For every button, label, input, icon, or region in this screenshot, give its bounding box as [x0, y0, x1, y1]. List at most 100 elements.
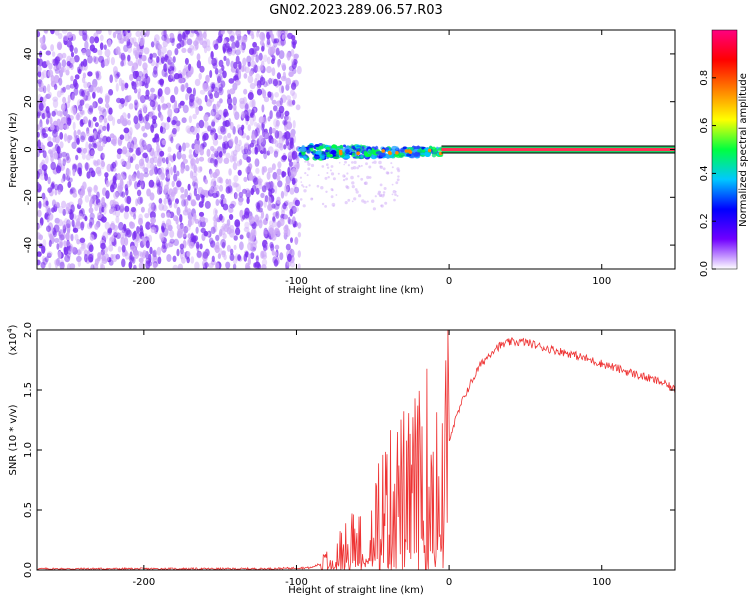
noise-blob	[264, 232, 270, 240]
noise-blob	[249, 82, 256, 90]
noise-blob	[196, 250, 202, 258]
transition-blob	[367, 150, 374, 154]
noise-blob	[174, 48, 179, 56]
transition-speck	[324, 176, 328, 180]
noise-blob	[196, 122, 200, 129]
transition-speck	[305, 185, 308, 189]
noise-blob	[203, 114, 209, 122]
noise-blob	[188, 30, 195, 38]
noise-blob	[181, 153, 187, 160]
noise-blob	[271, 58, 275, 65]
transition-speck	[346, 172, 349, 175]
colorbar-axis: 0.0 0.2 0.4 0.6 0.8	[699, 70, 716, 277]
noise-blob	[243, 88, 248, 95]
noise-blob	[276, 100, 282, 107]
noise-blob	[176, 180, 182, 188]
noise-blob	[71, 92, 75, 102]
noise-blob	[156, 187, 162, 195]
noise-blob	[105, 102, 110, 109]
noise-blob	[254, 77, 258, 87]
noise-blob	[192, 180, 196, 187]
noise-blob	[179, 243, 185, 250]
noise-blob	[278, 137, 284, 145]
noise-blob	[182, 68, 187, 76]
noise-blob	[199, 65, 205, 73]
noise-blob	[280, 94, 287, 103]
noise-blob	[258, 216, 263, 224]
noise-blob	[214, 158, 219, 165]
transition-blob	[422, 149, 426, 153]
noise-blob	[97, 49, 103, 56]
noise-blob	[80, 135, 85, 143]
x-tick-label: -200	[132, 276, 155, 287]
noise-blob	[57, 189, 61, 195]
noise-blob	[159, 52, 165, 58]
transition-speck	[360, 177, 364, 181]
noise-blob	[92, 55, 97, 63]
noise-blob	[275, 210, 280, 219]
noise-blob	[268, 77, 273, 85]
noise-blob	[185, 164, 190, 172]
noise-blob	[121, 226, 126, 234]
noise-blob	[281, 155, 288, 161]
transition-speck	[321, 165, 325, 168]
transition-speck	[351, 200, 354, 203]
noise-blob	[169, 61, 175, 71]
noise-blob	[284, 123, 288, 132]
noise-blob	[48, 91, 52, 98]
noise-blob	[204, 262, 209, 268]
transition-peak	[381, 149, 386, 153]
noise-blob	[177, 77, 184, 84]
noise-blob	[133, 230, 137, 240]
noise-blob	[247, 92, 254, 100]
noise-blob	[57, 43, 63, 50]
noise-blob	[115, 253, 121, 260]
noise-blob	[290, 89, 295, 96]
noise-blob	[134, 163, 140, 171]
transition-speck	[374, 195, 377, 198]
noise-blob	[94, 36, 100, 44]
noise-blob	[268, 225, 275, 234]
colorbar-tick-label: 0.6	[699, 118, 710, 134]
noise-blob	[269, 110, 273, 120]
noise-blob	[114, 210, 121, 218]
noise-blob	[41, 192, 46, 200]
noise-blob	[256, 65, 261, 72]
transition-speck	[316, 184, 320, 188]
noise-blob	[276, 175, 281, 181]
noise-blob	[165, 192, 169, 200]
transition-blob	[351, 145, 355, 149]
noise-blob	[73, 47, 78, 54]
noise-blob	[257, 200, 264, 208]
noise-blob	[67, 168, 71, 178]
noise-blob	[103, 207, 107, 215]
noise-blob	[120, 236, 125, 246]
noise-blob	[82, 72, 87, 79]
noise-blob	[153, 65, 158, 75]
noise-blob	[37, 240, 41, 247]
noise-blob	[198, 72, 202, 80]
noise-blob	[37, 139, 41, 149]
noise-blob	[138, 36, 142, 45]
noise-blob	[100, 107, 106, 113]
noise-blob	[85, 162, 89, 172]
snr-y-axis: 0.0 0.5 1.0 1.5 2.0	[23, 322, 675, 578]
transition-blob	[432, 149, 438, 154]
noise-blob	[54, 135, 60, 144]
noise-blob	[154, 133, 159, 139]
noise-blob	[270, 33, 275, 43]
noise-blob	[267, 91, 272, 98]
noise-blob	[273, 118, 279, 128]
noise-blob	[125, 228, 131, 236]
noise-blob	[226, 96, 233, 106]
transition-speck	[330, 172, 335, 176]
transition-speck	[326, 163, 329, 166]
spectrogram-y-label: Frequency (Hz)	[8, 112, 19, 188]
y-tick-label: -40	[23, 237, 34, 253]
noise-blob	[83, 135, 87, 141]
noise-blob	[42, 96, 47, 103]
noise-blob	[124, 30, 128, 35]
noise-blob	[136, 189, 142, 197]
noise-blob	[272, 216, 276, 222]
